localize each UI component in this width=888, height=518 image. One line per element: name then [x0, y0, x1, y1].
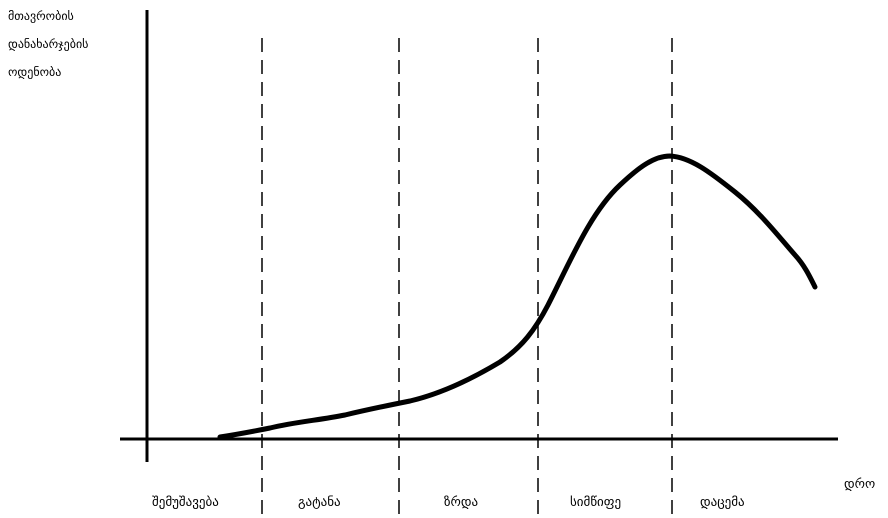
y-axis-label-line-2: დანახარჯების: [8, 37, 88, 51]
y-axis-label: მთავრობის დანახარჯების ოდენობა: [8, 9, 92, 79]
stage-label-development: შემუშავება: [152, 495, 219, 510]
stage-label-maturity: სიმწიფე: [570, 495, 621, 510]
stage-label-growth: ზრდა: [444, 495, 478, 510]
stage-label-decline: დაცემა: [700, 495, 745, 510]
y-axis-label-line-3: ოდენობა: [8, 65, 61, 79]
x-axis-label: დრო: [844, 477, 875, 492]
lifecycle-curve: [217, 153, 818, 440]
y-axis-label-line-1: მთავრობის: [8, 9, 74, 23]
stage-label-introduction: გატანა: [298, 495, 341, 510]
